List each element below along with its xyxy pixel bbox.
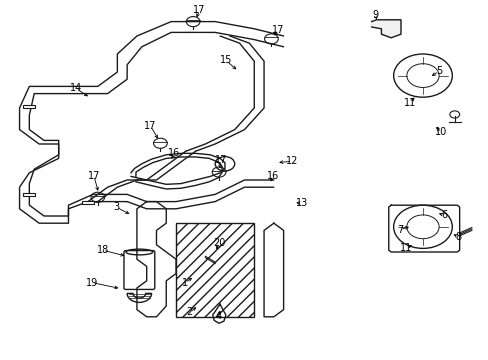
Text: 9: 9: [372, 10, 378, 20]
Text: 17: 17: [193, 5, 205, 15]
Text: 18: 18: [96, 245, 109, 255]
Text: 6: 6: [440, 210, 446, 220]
Bar: [176, 223, 254, 317]
Text: 10: 10: [434, 127, 447, 138]
Text: 11: 11: [399, 243, 411, 253]
Text: 1: 1: [182, 278, 187, 288]
Text: 20: 20: [212, 238, 225, 248]
Text: 2: 2: [186, 307, 192, 318]
Bar: [81, 201, 94, 204]
Bar: [23, 105, 36, 108]
Text: 19: 19: [85, 278, 98, 288]
Text: 3: 3: [113, 202, 119, 212]
Text: 4: 4: [216, 311, 222, 321]
Text: 17: 17: [271, 24, 284, 35]
Text: 17: 17: [144, 121, 157, 131]
Polygon shape: [371, 20, 400, 38]
Text: 12: 12: [285, 156, 298, 166]
Text: 16: 16: [266, 171, 279, 181]
Text: 13: 13: [295, 198, 308, 208]
Text: 15: 15: [219, 55, 232, 66]
Text: 17: 17: [87, 171, 100, 181]
Text: 14: 14: [69, 83, 82, 93]
Text: 8: 8: [455, 232, 461, 242]
Text: 17: 17: [214, 155, 227, 165]
Text: 5: 5: [435, 66, 441, 76]
Text: 11: 11: [403, 98, 415, 108]
Text: 7: 7: [396, 225, 402, 235]
Text: 16: 16: [168, 148, 181, 158]
Bar: [23, 193, 36, 196]
